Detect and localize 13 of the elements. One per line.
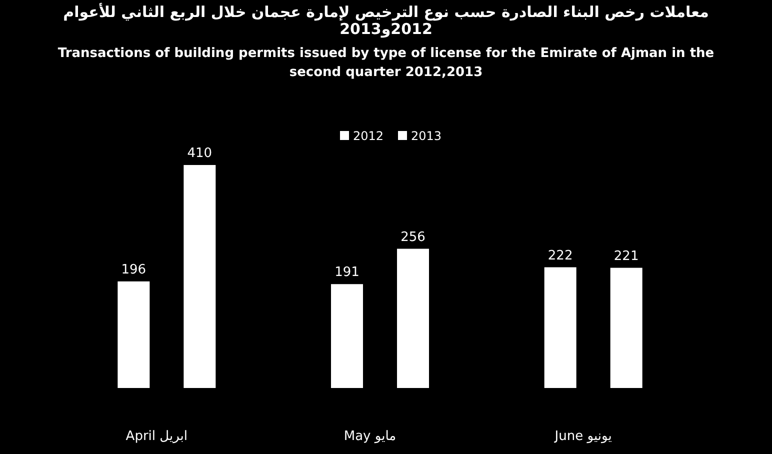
chart-title: معاملات رخص البناء الصادرة حسب نوع الترخيص لإمارة عجمان خلال الربع الثاني للأعوام 2012و2013 xyxy=(62,3,710,38)
data-label: 191 xyxy=(334,265,360,280)
data-label: 221 xyxy=(614,248,639,264)
x-tick-label: June يونيو xyxy=(554,429,612,444)
x-tick-label: April ابريل xyxy=(126,429,188,444)
legend-label: 2012 xyxy=(353,129,384,143)
data-label: 410 xyxy=(187,146,212,161)
data-label: 222 xyxy=(548,248,573,264)
data-label: 196 xyxy=(121,262,146,278)
x-tick-label: May مايو xyxy=(344,429,396,444)
chart-subtitle: Transactions of building permits issued by type of license for the Emirate of Ajman in the second quarter 2012,2013 xyxy=(56,45,716,82)
data-label: 256 xyxy=(400,230,426,245)
legend-label: 2013 xyxy=(411,129,442,143)
